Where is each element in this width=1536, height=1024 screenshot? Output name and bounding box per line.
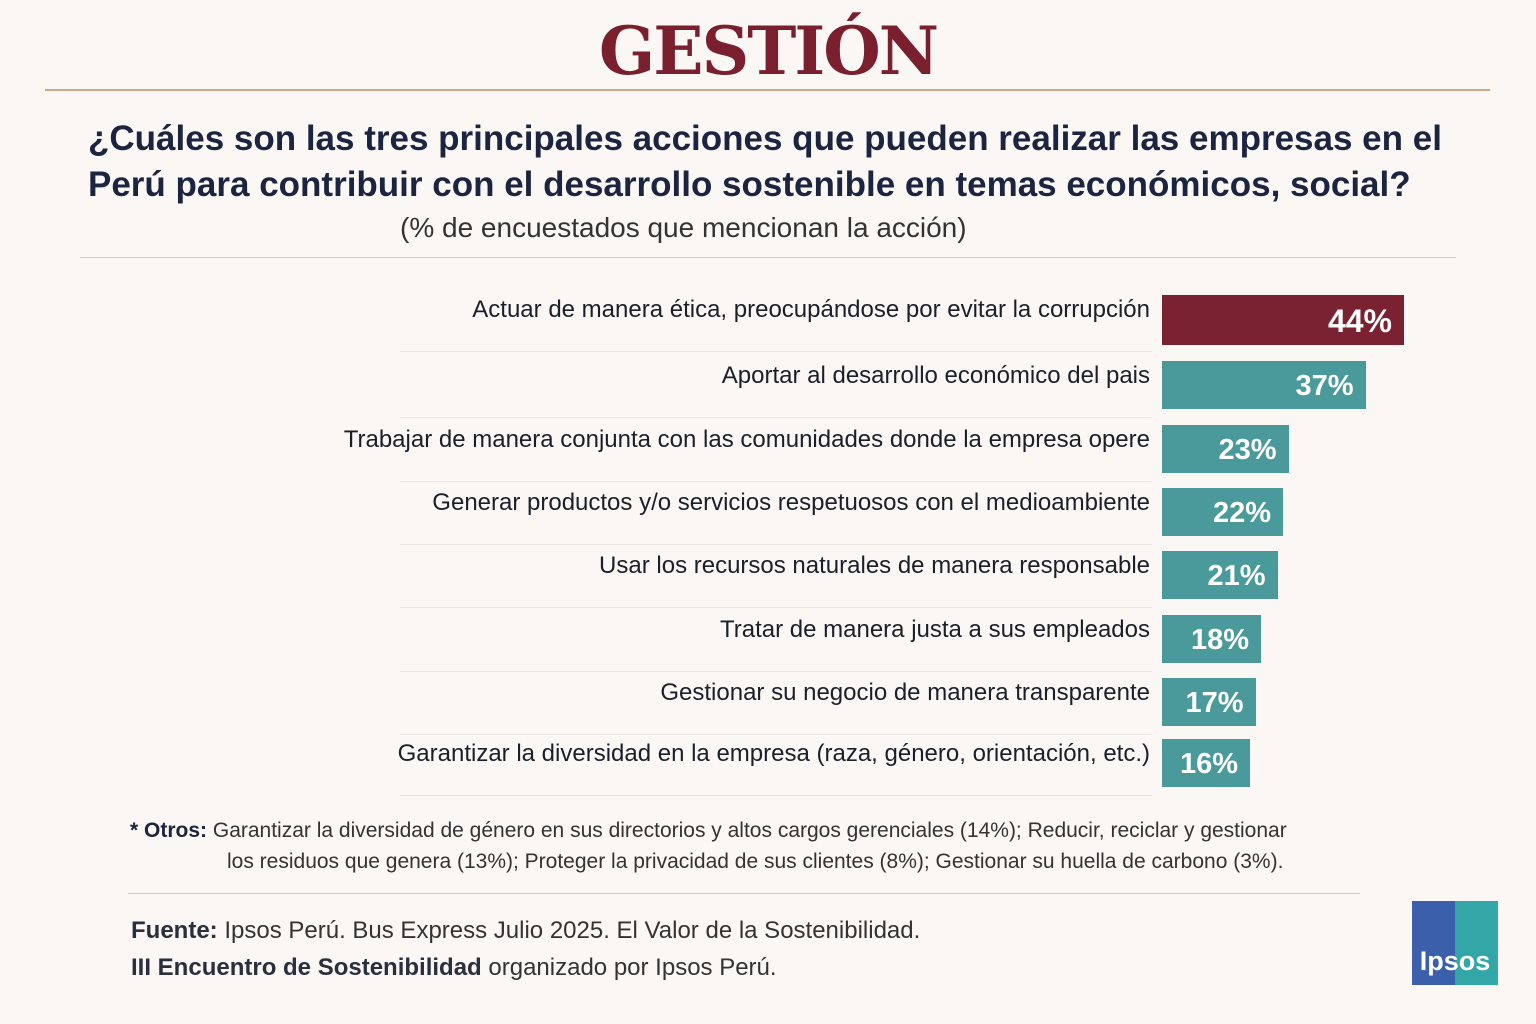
bar-row: Usar los recursos naturales de manera re… [400, 550, 1500, 610]
source-note: Fuente: Ipsos Perú. Bus Express Julio 20… [131, 912, 920, 986]
data-label: 21% [1207, 560, 1266, 592]
event-text: organizado por Ipsos Perú. [488, 954, 777, 981]
bar-row: Gestionar su negocio de manera transpare… [400, 677, 1500, 737]
data-label: 44% [1327, 303, 1392, 339]
event-label: III Encuentro de Sostenibilidad [131, 954, 482, 981]
others-line-2: los residuos que genera (13%); Proteger … [227, 850, 1284, 873]
bar: 21% [1162, 551, 1278, 599]
row-divider [400, 544, 1152, 545]
row-divider [400, 607, 1152, 608]
data-label: 17% [1185, 687, 1244, 719]
bar-row: Garantizar la diversidad en la empresa (… [397, 738, 1500, 798]
others-line-1: Garantizar la diversidad de género en su… [212, 819, 1287, 842]
category-label: Usar los recursos naturales de manera re… [599, 552, 1150, 579]
bar: 18% [1162, 615, 1261, 663]
header-divider [45, 89, 1490, 91]
source-label: Fuente: [131, 917, 218, 944]
others-note: * Otros: Garantizar la diversidad de gén… [130, 815, 1380, 877]
footer-divider [128, 893, 1360, 894]
bar-row: Generar productos y/o servicios respetuo… [400, 487, 1500, 547]
bar: 16% [1162, 739, 1250, 787]
bar-row: Trabajar de manera conjunta con las comu… [344, 424, 1500, 484]
row-divider [400, 671, 1152, 672]
category-label: Tratar de manera justa a sus empleados [720, 616, 1150, 643]
bar: 22% [1162, 488, 1283, 536]
bar-row: Aportar al desarrollo económico del pais… [400, 360, 1500, 420]
data-label: 22% [1212, 497, 1271, 529]
bar-row: Actuar de manera ética, preocupándose po… [400, 294, 1500, 354]
category-label: Generar productos y/o servicios respetuo… [432, 489, 1150, 516]
bar: 37% [1162, 361, 1366, 409]
bar: 23% [1162, 425, 1289, 473]
row-divider [400, 351, 1152, 352]
gestion-logo: GESTIÓN [598, 12, 939, 90]
ipsos-logo: Ipsos [1412, 901, 1498, 985]
title-divider [80, 257, 1456, 258]
bar: 17% [1162, 678, 1256, 726]
row-divider [400, 734, 1152, 735]
data-label: 37% [1295, 370, 1354, 402]
chart-subtitle: (% de encuestados que mencionan la acció… [400, 212, 967, 243]
row-divider [400, 417, 1152, 418]
row-divider [400, 481, 1152, 482]
bar-row: Tratar de manera justa a sus empleados 18… [400, 614, 1500, 674]
others-label: * Otros: [130, 819, 208, 842]
data-label: 16% [1179, 748, 1238, 780]
category-label: Gestionar su negocio de manera transpare… [660, 679, 1150, 706]
category-label: Garantizar la diversidad en la empresa (… [397, 740, 1150, 767]
category-label: Actuar de manera ética, preocupándose po… [472, 296, 1150, 323]
data-label: 18% [1190, 624, 1249, 656]
category-label: Trabajar de manera conjunta con las comu… [343, 426, 1150, 453]
row-divider [400, 795, 1152, 796]
bar: 44% [1162, 295, 1404, 345]
data-label: 23% [1218, 434, 1277, 466]
category-label: Aportar al desarrollo económico del pais [721, 362, 1150, 389]
chart-title: ¿Cuáles son las tres principales accione… [88, 119, 1442, 204]
source-text: Ipsos Perú. Bus Express Julio 2025. El V… [224, 917, 921, 944]
